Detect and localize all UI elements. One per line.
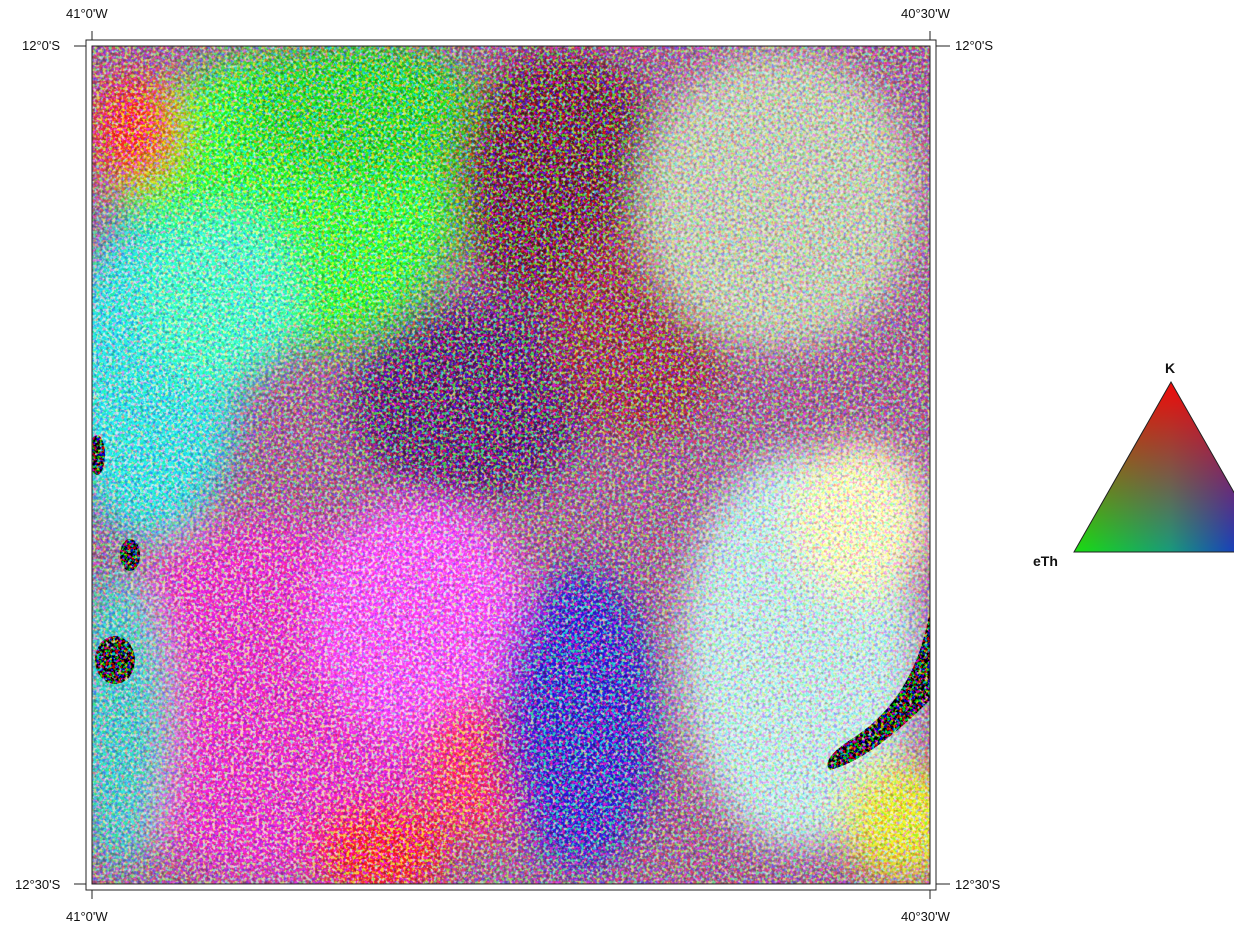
map-frame-inner <box>91 45 931 885</box>
ternary-legend <box>1073 380 1234 553</box>
map-raster <box>92 46 930 884</box>
lat-label-right-top: 12°0'S <box>955 38 994 53</box>
lon-label-top-left: 41°0'W <box>66 6 108 21</box>
ternary-label-k: K <box>1165 360 1176 376</box>
lat-label-right-bottom: 12°30'S <box>955 877 1001 892</box>
ternary-outline <box>1073 380 1234 553</box>
ternary-label-eth: eTh <box>1033 553 1058 569</box>
lon-label-bottom-right: 40°30'W <box>901 909 950 924</box>
lon-label-top-right: 40°30'W <box>901 6 950 21</box>
corner-ticks <box>74 31 950 899</box>
lon-label-bottom-left: 41°0'W <box>66 909 108 924</box>
lat-label-left-top: 12°0'S <box>22 38 61 53</box>
lat-label-left-bottom: 12°30'S <box>15 877 61 892</box>
ternary-fill-top <box>1074 382 1234 552</box>
